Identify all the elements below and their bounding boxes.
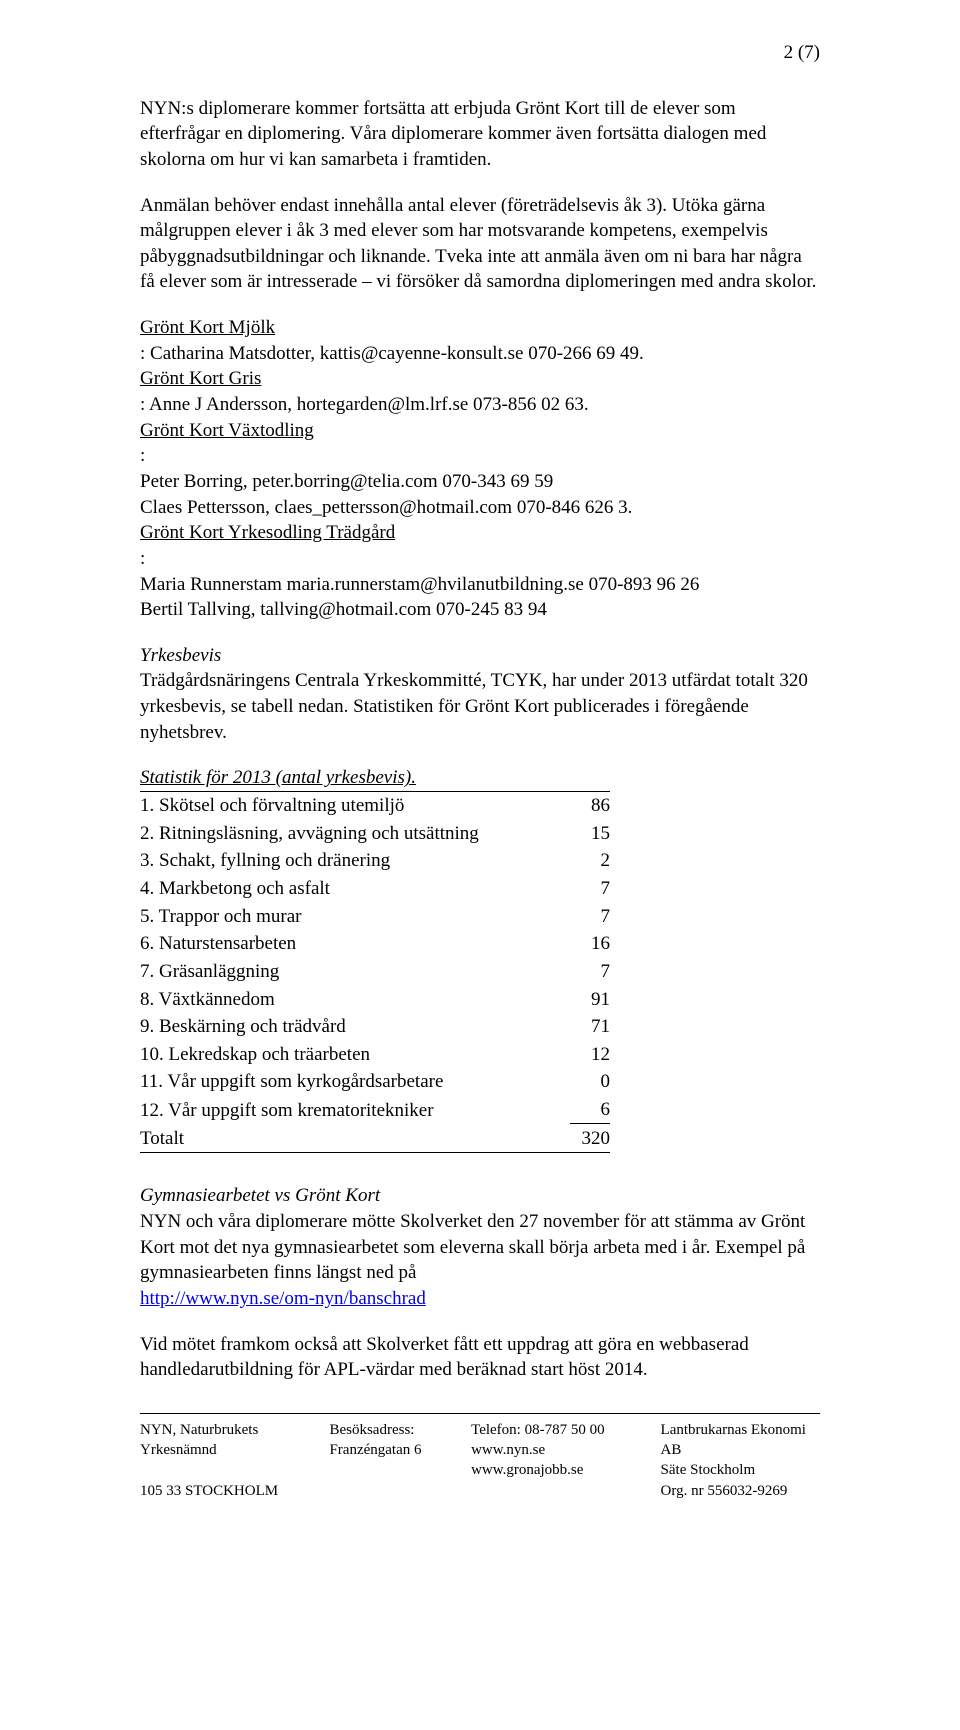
table-cell-value: 7 — [550, 903, 610, 931]
table-total-label: Totalt — [140, 1125, 550, 1153]
paragraph-2: Anmälan behöver endast innehålla antal e… — [140, 193, 820, 296]
table-cell-value: 71 — [550, 1013, 610, 1041]
table-row: 3. Schakt, fyllning och dränering2 — [140, 847, 610, 875]
paragraph-1: NYN:s diplomerare kommer fortsätta att e… — [140, 96, 820, 173]
table-cell-value: 6 — [550, 1096, 610, 1125]
table-row: 11. Vår uppgift som kyrkogårdsarbetare0 — [140, 1068, 610, 1096]
gymnasie-link[interactable]: http://www.nyn.se/om-nyn/banschrad — [140, 1288, 426, 1309]
footer-rule — [140, 1413, 820, 1414]
gymnasie-text: NYN och våra diplomerare mötte Skolverke… — [140, 1211, 805, 1283]
table-cell-label: 9. Beskärning och trädvård — [140, 1013, 550, 1041]
yrkesbevis-text: Trädgårdsnäringens Centrala Yrkeskommitt… — [140, 670, 808, 742]
stats-table-wrap: Statistik för 2013 (antal yrkesbevis). 1… — [140, 765, 820, 1153]
table-cell-label: 1. Skötsel och förvaltning utemiljö — [140, 792, 550, 820]
table-row: 5. Trappor och murar7 — [140, 903, 610, 931]
table-cell-label: 2. Ritningsläsning, avvägning och utsätt… — [140, 820, 550, 848]
footer-visit-label: Besöksadress: — [329, 1420, 441, 1440]
contact-tradgard-line2: Bertil Tallving, tallving@hotmail.com 07… — [140, 597, 820, 623]
table-cell-label: 11. Vår uppgift som kyrkogårdsarbetare — [140, 1068, 550, 1096]
gymnasie-heading: Gymnasiearbetet vs Grönt Kort — [140, 1185, 380, 1206]
footer-company: Lantbrukarnas Ekonomi AB — [661, 1420, 820, 1461]
table-cell-value: 2 — [550, 847, 610, 875]
contact-tradgard-line1: Maria Runnerstam maria.runnerstam@hvilan… — [140, 572, 820, 598]
table-cell-label: 12. Vår uppgift som krematoritekniker — [140, 1096, 550, 1125]
contact-vaxt-label: Grönt Kort Växtodling — [140, 418, 820, 444]
footer-web-2: www.gronajobb.se — [471, 1460, 630, 1480]
table-row: 8. Växtkännedom91 — [140, 986, 610, 1014]
table-row: 12. Vår uppgift som krematoritekniker6 — [140, 1096, 610, 1125]
table-cell-label: 10. Lekredskap och träarbeten — [140, 1041, 550, 1069]
table-cell-value: 16 — [550, 930, 610, 958]
table-total-value: 320 — [550, 1125, 610, 1153]
footer-col-1: NYN, Naturbrukets Yrkesnämnd 105 33 STOC… — [140, 1420, 299, 1501]
table-row: 4. Markbetong och asfalt7 — [140, 875, 610, 903]
table-cell-value: 91 — [550, 986, 610, 1014]
footer-phone: Telefon: 08-787 50 00 — [471, 1420, 630, 1440]
paragraph-last: Vid mötet framkom också att Skolverket f… — [140, 1332, 820, 1383]
footer-address: 105 33 STOCKHOLM — [140, 1481, 299, 1501]
table-row: 6. Naturstensarbeten16 — [140, 930, 610, 958]
footer-org-name: NYN, Naturbrukets Yrkesnämnd — [140, 1420, 299, 1461]
yrkesbevis-heading: Yrkesbevis — [140, 645, 221, 666]
table-cell-label: 3. Schakt, fyllning och dränering — [140, 847, 550, 875]
gymnasie-block: Gymnasiearbetet vs Grönt Kort NYN och vå… — [140, 1183, 820, 1311]
contact-vaxt-line2: Claes Pettersson, claes_pettersson@hotma… — [140, 495, 820, 521]
table-row: 9. Beskärning och trädvård71 — [140, 1013, 610, 1041]
contact-gris-text: : Anne J Andersson, hortegarden@lm.lrf.s… — [140, 392, 820, 418]
contact-gris-label: Grönt Kort Gris — [140, 366, 820, 392]
table-cell-value: 7 — [550, 958, 610, 986]
table-row: 2. Ritningsläsning, avvägning och utsätt… — [140, 820, 610, 848]
stats-table-title: Statistik för 2013 (antal yrkesbevis). — [140, 765, 820, 791]
table-cell-value: 86 — [550, 792, 610, 820]
table-cell-label: 4. Markbetong och asfalt — [140, 875, 550, 903]
footer-visit-street: Franzéngatan 6 — [329, 1440, 441, 1460]
footer-col-3: Telefon: 08-787 50 00 www.nyn.se www.gro… — [471, 1420, 630, 1501]
table-cell-value: 0 — [550, 1068, 610, 1096]
footer-col-2: Besöksadress: Franzéngatan 6 — [329, 1420, 441, 1501]
table-cell-label: 7. Gräsanläggning — [140, 958, 550, 986]
page-number: 2 (7) — [140, 40, 820, 66]
table-row: 10. Lekredskap och träarbeten12 — [140, 1041, 610, 1069]
contact-mjolk-text: : Catharina Matsdotter, kattis@cayenne-k… — [140, 341, 820, 367]
contacts-block: Grönt Kort Mjölk: Catharina Matsdotter, … — [140, 315, 820, 623]
footer: NYN, Naturbrukets Yrkesnämnd 105 33 STOC… — [140, 1420, 820, 1501]
yrkesbevis-block: Yrkesbevis Trädgårdsnäringens Centrala Y… — [140, 643, 820, 746]
stats-table: 1. Skötsel och förvaltning utemiljö862. … — [140, 791, 610, 1153]
contact-tradgard-label: Grönt Kort Yrkesodling Trädgård — [140, 520, 820, 546]
contact-vaxt-line1: Peter Borring, peter.borring@telia.com 0… — [140, 469, 820, 495]
table-cell-value: 7 — [550, 875, 610, 903]
table-cell-value: 12 — [550, 1041, 610, 1069]
table-cell-label: 6. Naturstensarbeten — [140, 930, 550, 958]
footer-col-4: Lantbrukarnas Ekonomi AB Säte Stockholm … — [661, 1420, 820, 1501]
footer-orgnr: Org. nr 556032-9269 — [661, 1481, 820, 1501]
table-cell-value: 15 — [550, 820, 610, 848]
table-cell-label: 5. Trappor och murar — [140, 903, 550, 931]
footer-web-1: www.nyn.se — [471, 1440, 630, 1460]
footer-seat: Säte Stockholm — [661, 1460, 820, 1480]
table-row-total: Totalt320 — [140, 1125, 610, 1153]
table-row: 7. Gräsanläggning7 — [140, 958, 610, 986]
contact-mjolk-label: Grönt Kort Mjölk — [140, 315, 820, 341]
page-content: 2 (7) NYN:s diplomerare kommer fortsätta… — [0, 0, 960, 1541]
table-row: 1. Skötsel och förvaltning utemiljö86 — [140, 792, 610, 820]
table-cell-label: 8. Växtkännedom — [140, 986, 550, 1014]
